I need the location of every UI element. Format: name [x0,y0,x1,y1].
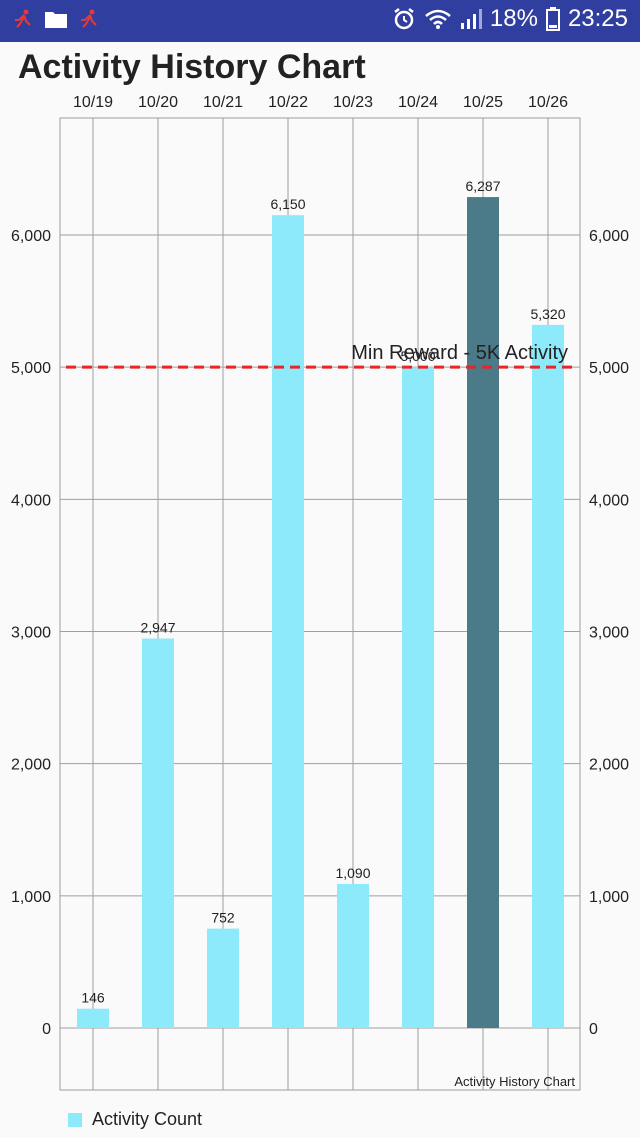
bar-value-label: 6,150 [270,196,305,212]
y-tick-label-right: 6,000 [589,228,629,245]
bar-value-label: 6,287 [465,178,500,194]
bar-value-label: 5,320 [530,306,565,322]
limit-line-label: Min Reward - 5K Activity [351,342,568,364]
x-tick-label: 10/21 [203,94,243,111]
bar [77,1008,109,1028]
y-tick-label-right: 4,000 [589,492,629,509]
bar [337,883,369,1028]
y-tick-label-left: 4,000 [11,492,51,509]
chart-legend: Activity Count [68,1109,202,1130]
status-bar: 18% 23:25 [0,0,640,42]
bar-value-label: 146 [81,990,105,1006]
folder-icon [44,9,68,29]
signal-icon [460,8,482,30]
alarm-icon [392,7,416,31]
bar-value-label: 2,947 [140,620,175,636]
bar-value-label: 1,090 [335,865,370,881]
bar-value-label: 752 [211,910,235,926]
chart-description: Activity History Chart [454,1074,575,1089]
y-tick-label-left: 5,000 [11,360,51,377]
y-tick-label-right: 2,000 [589,757,629,774]
battery-percent: 18% [489,5,538,32]
legend-label: Activity Count [92,1109,203,1129]
bar [272,215,304,1029]
bar [532,324,564,1028]
x-tick-label: 10/22 [268,94,308,111]
legend-swatch [68,1112,82,1127]
bar-value-label: 5,000 [400,348,435,364]
wifi-icon [424,8,452,30]
x-tick-label: 10/23 [333,94,373,111]
bar [142,638,174,1028]
page-title: Activity History Chart [18,48,366,86]
running-icon [78,8,100,30]
y-tick-label-right: 0 [589,1021,598,1038]
plot-border [59,117,581,1091]
y-tick-label-left: 6,000 [11,228,51,245]
y-tick-label-right: 1,000 [589,889,629,906]
y-tick-label-left: 0 [42,1021,51,1038]
y-tick-label-left: 3,000 [11,625,51,642]
y-tick-label-left: 2,000 [11,757,51,774]
y-tick-label-right: 5,000 [589,360,629,377]
y-tick-label-left: 1,000 [11,889,51,906]
bar [402,367,434,1029]
x-tick-label: 10/19 [73,94,113,111]
x-tick-label: 10/24 [398,94,438,111]
clock: 23:25 [567,5,628,32]
x-tick-label: 10/26 [528,94,568,111]
bar [467,197,499,1028]
y-tick-label-right: 3,000 [589,625,629,642]
bar [207,928,239,1028]
battery-icon [545,7,560,31]
running-icon [12,8,34,30]
x-tick-label: 10/20 [138,94,178,111]
x-tick-label: 10/25 [463,94,503,111]
bar-chart: 0 0 1,000 1,000 2,000 2,000 3,000 3,000 4,000 4,0… [11,94,629,1091]
